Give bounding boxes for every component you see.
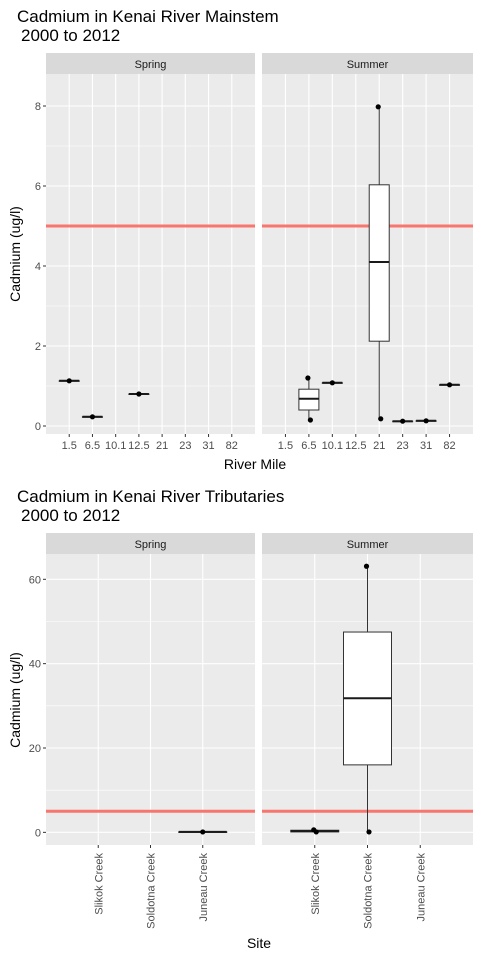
chart1-marks bbox=[58, 104, 461, 424]
chart1-gridlines bbox=[46, 74, 473, 434]
y-tick-label: 6 bbox=[35, 181, 41, 193]
box-summer-21 bbox=[368, 104, 390, 422]
y-tick-label: 0 bbox=[35, 827, 41, 839]
x-tick-label: 82 bbox=[443, 440, 455, 452]
x-tick-label: Soldotna Creek bbox=[146, 853, 158, 929]
data-point bbox=[313, 829, 319, 835]
box-summer-82 bbox=[439, 382, 461, 388]
chart2-strip-summer bbox=[262, 533, 473, 554]
x-tick-label: Slikok Creek bbox=[93, 853, 105, 915]
chart2-marks bbox=[178, 563, 392, 835]
y-tick-label: 8 bbox=[35, 101, 41, 113]
data-point bbox=[66, 378, 72, 384]
chart2-axes: Slikok Creek Soldotna Creek Juneau Creek Sl… bbox=[29, 574, 428, 929]
chart1-strip-label-spring: Spring bbox=[135, 59, 167, 71]
data-point bbox=[136, 391, 142, 397]
x-tick-label: 6.5 bbox=[301, 440, 316, 452]
y-tick-label: 60 bbox=[29, 574, 41, 586]
box-summer-10-1 bbox=[321, 380, 343, 386]
chart1-panel-spring bbox=[46, 74, 255, 434]
box-spring-6-5 bbox=[81, 414, 103, 420]
chart1-strip-summer bbox=[262, 53, 473, 74]
data-point bbox=[363, 563, 370, 569]
box-summer-slikok-creek bbox=[290, 827, 340, 835]
x-tick-label: Slikok Creek bbox=[310, 853, 322, 915]
box-spring-12-5 bbox=[128, 391, 150, 397]
y-tick-label: 40 bbox=[29, 659, 41, 671]
box-summer-6-5 bbox=[298, 375, 320, 423]
x-tick-label: Juneau Creek bbox=[415, 853, 427, 922]
x-tick-label: 23 bbox=[179, 440, 191, 452]
y-tick-label: 4 bbox=[35, 261, 41, 273]
chart1-axes: 1.5 6.5 10.1 12.5 21 23 31 82 1.5 6.5 10.1 12.5 21 23… bbox=[35, 101, 456, 452]
box-summer-soldotna-creek bbox=[343, 563, 392, 835]
data-point bbox=[366, 829, 372, 835]
y-tick-label: 20 bbox=[29, 743, 41, 755]
data-point bbox=[307, 417, 313, 423]
x-tick-label: 23 bbox=[397, 440, 409, 452]
x-tick-label: 21 bbox=[373, 440, 385, 452]
x-tick-label: Soldotna Creek bbox=[363, 853, 375, 929]
x-tick-label: 31 bbox=[420, 440, 432, 452]
chart2-strip-label-spring: Spring bbox=[135, 539, 167, 551]
data-point bbox=[89, 414, 96, 420]
chart2-y-axis-title: Cadmium (ug/l) bbox=[7, 652, 23, 748]
data-point bbox=[446, 382, 453, 388]
data-point bbox=[375, 104, 381, 110]
box-spring-1-5 bbox=[58, 378, 80, 384]
x-tick-label: 10.1 bbox=[322, 440, 343, 452]
x-tick-label: 10.1 bbox=[105, 440, 126, 452]
chart1-x-axis-title: River Mile bbox=[224, 456, 286, 472]
chart2-title: Cadmium in Kenai River Tributaries bbox=[17, 487, 284, 506]
chart1-title: Cadmium in Kenai River Mainstem bbox=[17, 7, 279, 26]
chart2-strip-spring bbox=[46, 533, 255, 554]
x-tick-label: 12.5 bbox=[345, 440, 366, 452]
data-point bbox=[329, 380, 335, 386]
data-point bbox=[305, 375, 311, 381]
chart1-strip-label-summer: Summer bbox=[347, 59, 389, 71]
box-summer-23 bbox=[392, 418, 414, 424]
x-tick-label: 21 bbox=[156, 440, 168, 452]
chart1-panel-summer bbox=[262, 74, 473, 434]
box-summer-31 bbox=[415, 418, 437, 424]
chart2-x-axis-title: Site bbox=[247, 935, 271, 951]
chart2-subtitle: 2000 to 2012 bbox=[21, 506, 120, 525]
x-tick-label: Juneau Creek bbox=[198, 853, 210, 922]
data-point bbox=[200, 829, 206, 835]
chart1-y-axis-title: Cadmium (ug/l) bbox=[7, 206, 23, 302]
chart1-subtitle: 2000 to 2012 bbox=[21, 26, 120, 45]
box-spring-juneau-creek bbox=[178, 829, 228, 835]
x-tick-label: 1.5 bbox=[62, 440, 77, 452]
x-tick-label: 12.5 bbox=[128, 440, 149, 452]
chart1-strip-spring bbox=[46, 53, 255, 74]
y-tick-label: 2 bbox=[35, 341, 41, 353]
x-tick-label: 1.5 bbox=[278, 440, 293, 452]
x-tick-label: 6.5 bbox=[85, 440, 100, 452]
data-point bbox=[378, 416, 384, 422]
data-point bbox=[400, 418, 406, 424]
y-tick-label: 0 bbox=[35, 421, 41, 433]
chart2-strip-label-summer: Summer bbox=[347, 539, 389, 551]
data-point bbox=[423, 418, 429, 424]
x-tick-label: 31 bbox=[202, 440, 214, 452]
x-tick-label: 82 bbox=[226, 440, 238, 452]
